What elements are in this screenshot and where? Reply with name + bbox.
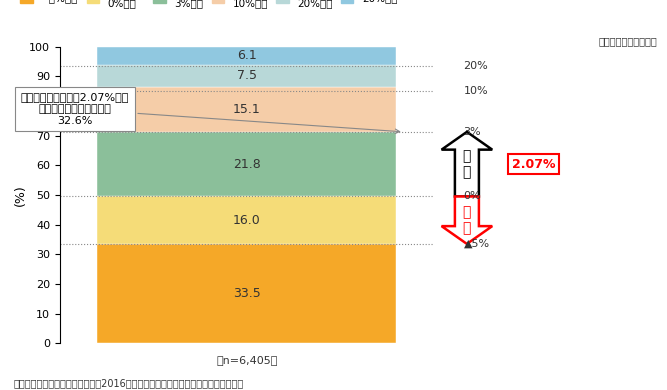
Text: 6.1: 6.1 bbox=[237, 50, 257, 62]
Text: 33.5: 33.5 bbox=[233, 287, 261, 300]
Text: ▲5%: ▲5% bbox=[464, 239, 490, 249]
Text: （n=6,405）: （n=6,405） bbox=[216, 355, 277, 365]
Text: 10%: 10% bbox=[464, 86, 488, 96]
Bar bbox=[97, 244, 396, 343]
Text: 20%: 20% bbox=[464, 61, 488, 71]
Legend: −５%未満, −５%以上
0%未満, 0%以上
3%未満, 3%以上
10%未満, 10%以上
20%未満, 20%以上: −５%未満, −５%以上 0%未満, 0%以上 3%未満, 3%以上 10%未満… bbox=[21, 0, 398, 9]
Bar bbox=[97, 132, 396, 197]
Text: 黒
字: 黒 字 bbox=[463, 149, 471, 179]
Bar bbox=[97, 47, 396, 65]
Bar bbox=[97, 87, 396, 132]
Text: 21.8: 21.8 bbox=[233, 158, 261, 171]
Text: 2.07%: 2.07% bbox=[512, 158, 556, 171]
Polygon shape bbox=[442, 197, 492, 244]
Text: 7.5: 7.5 bbox=[237, 69, 257, 83]
Text: 3%: 3% bbox=[464, 127, 481, 137]
Text: 資料：（株）東京商エリサーチ「2016年『休廃業・解散企業』動向調査」再編加工: 資料：（株）東京商エリサーチ「2016年『休廃業・解散企業』動向調査」再編加工 bbox=[13, 378, 243, 388]
Text: 0%: 0% bbox=[464, 191, 481, 202]
Bar bbox=[97, 65, 396, 87]
Y-axis label: (%): (%) bbox=[13, 184, 27, 206]
Text: 赤
字: 赤 字 bbox=[463, 205, 471, 235]
Text: （売上高絏常利益率）: （売上高絏常利益率） bbox=[598, 36, 657, 46]
Bar bbox=[97, 197, 396, 244]
Text: 15.1: 15.1 bbox=[233, 103, 261, 116]
Text: 16.0: 16.0 bbox=[233, 214, 261, 227]
Text: 生存企業の中央値（2.07%）を
上回る休廃業・解散企業
32.6%: 生存企業の中央値（2.07%）を 上回る休廃業・解散企業 32.6% bbox=[21, 92, 400, 133]
Polygon shape bbox=[442, 132, 492, 197]
